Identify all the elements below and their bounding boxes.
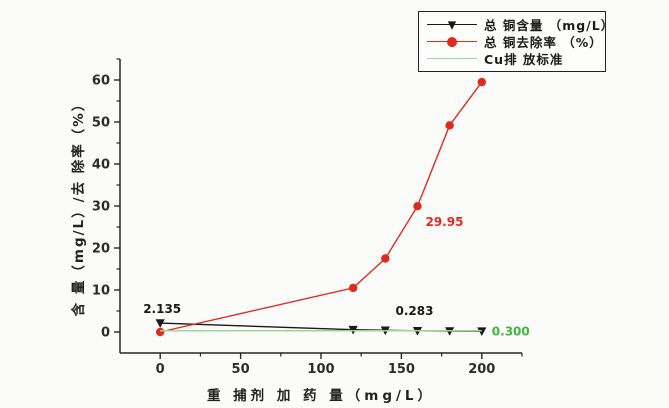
triangle-down-marker [445,327,455,336]
legend-label-standard: Cu排 放标准 [484,52,564,67]
x-tick-label: 50 [232,362,250,377]
series-line [160,81,483,333]
legend-label-removal: 总 铜去除率 （%） [484,35,603,50]
annotation: 29.95 [425,215,463,229]
legend-item-content: ▼ 总 铜含量 （mg/L） [427,16,613,33]
legend-sample-content: ▼ [427,17,477,33]
circle-marker [413,202,422,211]
legend-sample-removal: ● [427,34,477,50]
legend-item-removal: ● 总 铜去除率 （%） [427,33,602,50]
y-tick-label: 30 [92,200,110,215]
x-tick-label: 100 [307,362,334,377]
x-tick-label: 150 [388,362,415,377]
legend-line-red [427,40,477,43]
y-tick-label: 40 [92,158,110,173]
circle-marker [381,254,390,263]
triangle-down-marker [155,319,165,328]
x-axis-title: 重 捕剂 加 药 量（mg/L） [206,388,436,404]
legend-line-green [427,57,477,60]
x-tick-label: 0 [156,362,165,377]
y-axis-title: 含 量（mg/L）/去 除率（%） [71,95,87,317]
series-line [160,322,482,332]
legend-item-standard: Cu排 放标准 [427,50,599,67]
y-tick-label: 10 [92,284,110,299]
legend-sample-standard [427,51,477,67]
y-tick-label: 60 [92,74,110,89]
triangle-down-marker [477,327,487,336]
y-tick-label: 50 [92,116,110,131]
annotation: 2.135 [143,302,181,316]
circle-marker [445,121,454,130]
annotation: 0.283 [395,304,433,318]
x-tick-label: 200 [468,362,495,377]
circle-marker [348,283,358,293]
triangle-down-marker-icon: ▼ [447,18,457,31]
legend-line-black [427,23,477,26]
y-tick-label: 20 [92,242,110,257]
y-tick-label: 0 [101,326,110,341]
circle-marker [477,77,486,87]
circle-marker-icon: ● [446,34,458,49]
circle-marker [156,327,165,337]
legend: ▼ 总 铜含量 （mg/L） ● 总 铜去除率 （%） Cu排 放标准 [418,11,613,72]
annotation: 0.300 [492,325,530,339]
legend-label-content: 总 铜含量 （mg/L） [484,18,615,33]
